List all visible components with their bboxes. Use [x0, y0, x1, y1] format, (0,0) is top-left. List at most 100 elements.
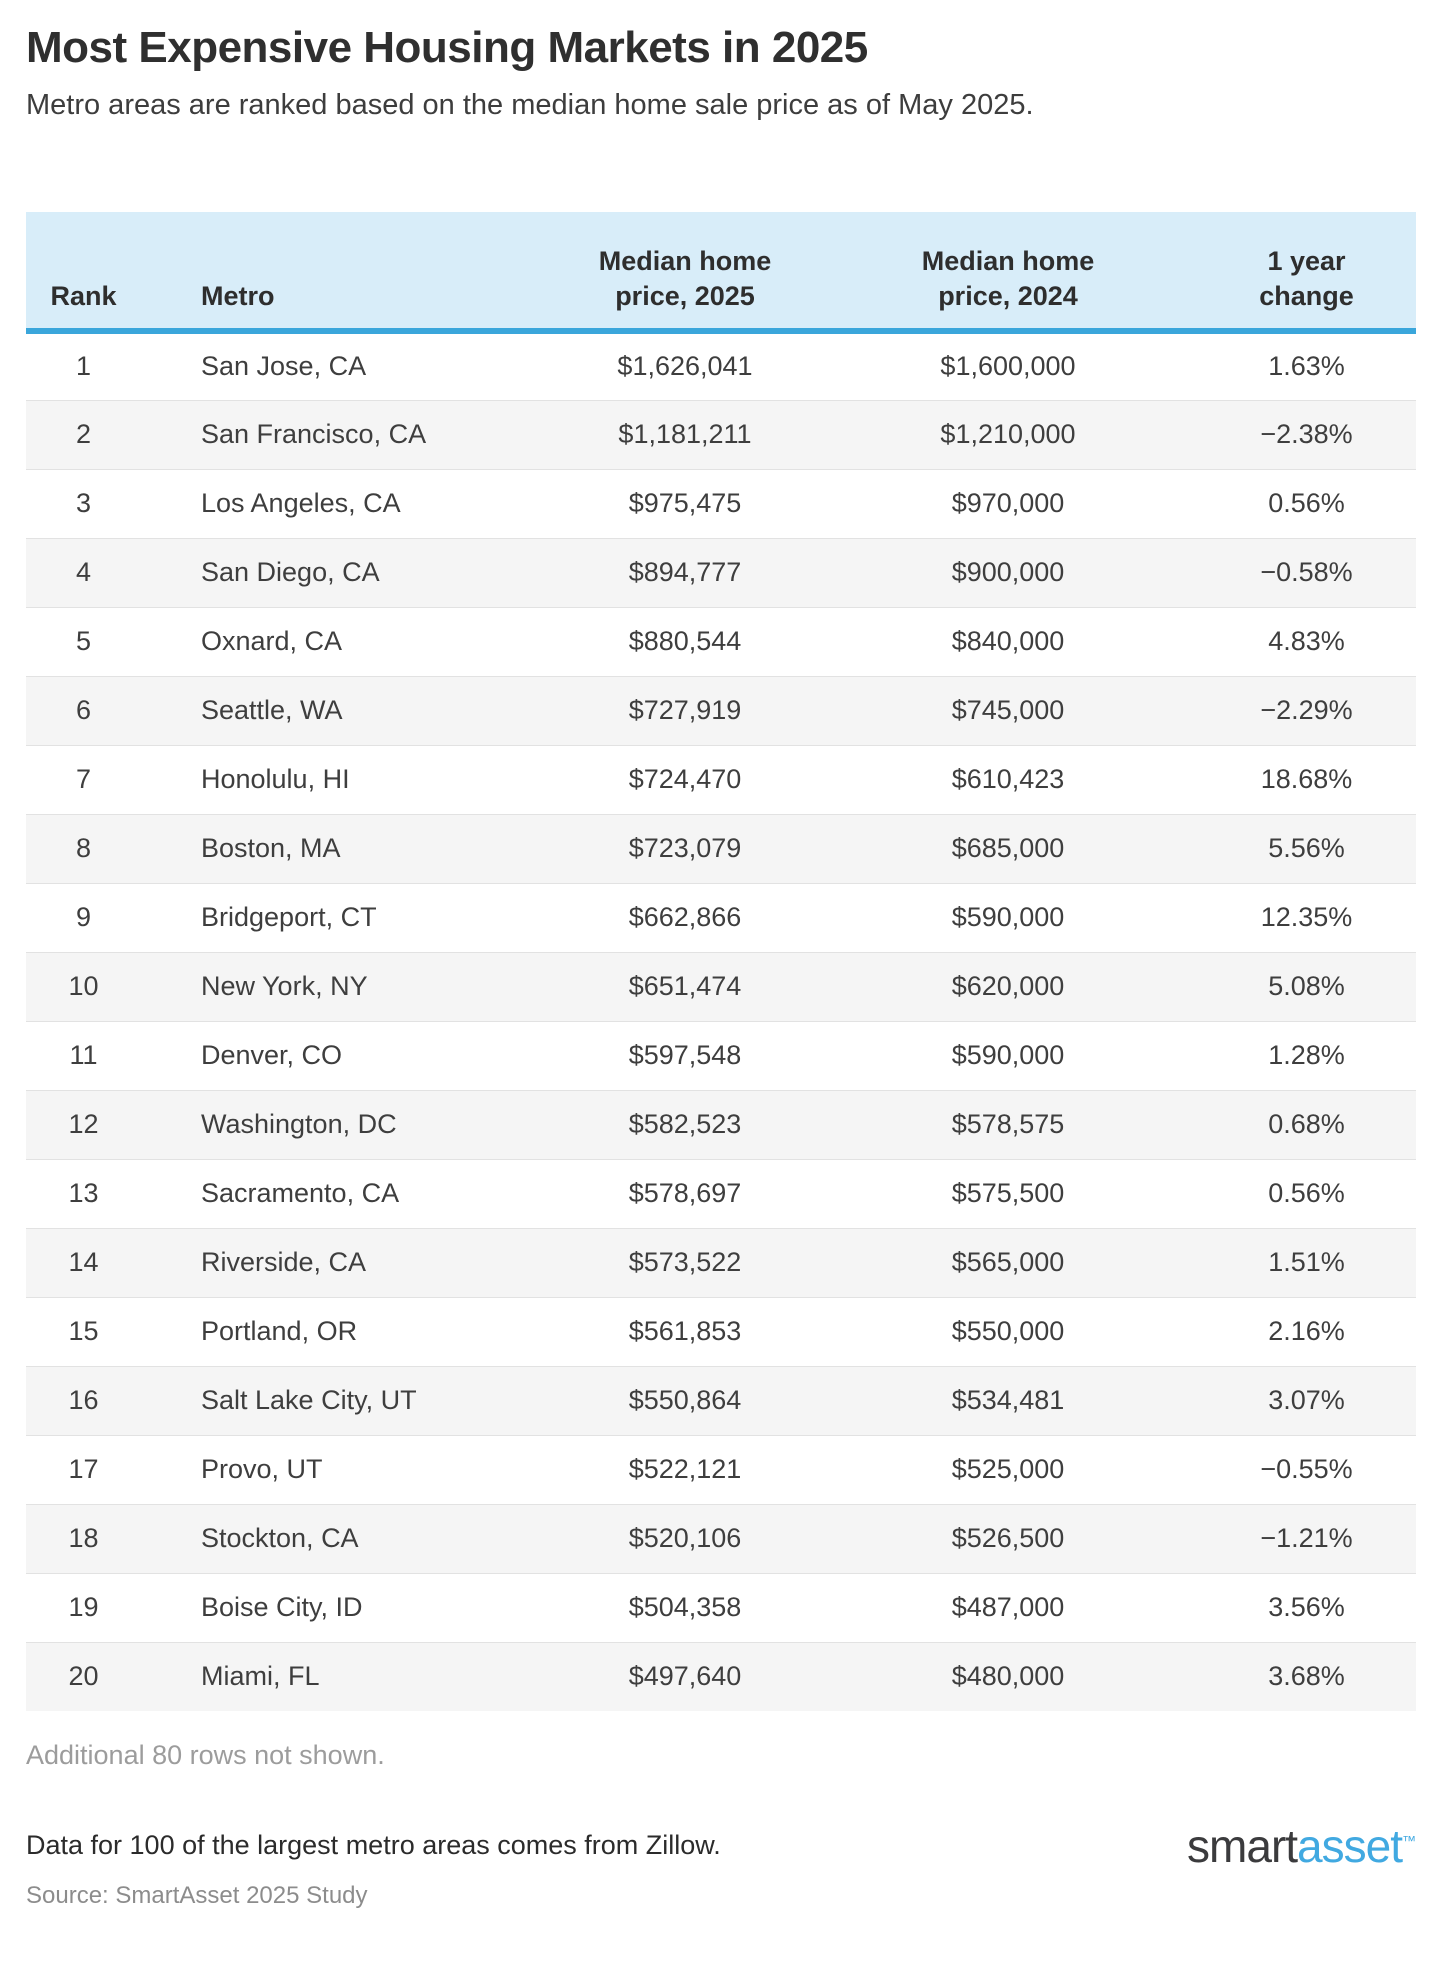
- rank-cell: 14: [26, 1227, 141, 1298]
- table-header-row: Rank Metro Median home price, 2025 Media…: [26, 212, 1416, 335]
- table-row: 10 New York, NY $651,474 $620,000 5.08%: [26, 951, 1416, 1022]
- page-subtitle: Metro areas are ranked based on the medi…: [26, 89, 1034, 122]
- change-cell: 1.63%: [1268, 351, 1345, 382]
- change-cell: 4.83%: [1127, 606, 1416, 677]
- change-cell: −2.38%: [1127, 399, 1416, 470]
- rank-cell: 17: [26, 1434, 141, 1505]
- metro-cell: New York, NY: [141, 951, 481, 1022]
- metro-cell: San Diego, CA: [141, 537, 481, 608]
- rank-cell: 4: [26, 537, 141, 608]
- change-cell: 5.08%: [1127, 951, 1416, 1022]
- price-2024-cell: $970,000: [889, 468, 1127, 539]
- change-cell: 1.28%: [1127, 1020, 1416, 1091]
- rank-cell: 3: [26, 468, 141, 539]
- table-row: 5 Oxnard, CA $880,544 $840,000 4.83%: [26, 606, 1416, 677]
- change-cell: 3.07%: [1127, 1365, 1416, 1436]
- table-body: 1 San Jose, CA $1,626,041 $1,600,000 1.63% 2 S…: [26, 331, 1416, 1712]
- change-cell: −0.55%: [1127, 1434, 1416, 1505]
- price-2024-cell: $578,575: [889, 1089, 1127, 1160]
- column-header-rank: Rank: [26, 212, 141, 335]
- table-row: 17 Provo, UT $522,121 $525,000 −0.55%: [26, 1434, 1416, 1505]
- table-row: 15 Portland, OR $561,853 $550,000 2.16%: [26, 1296, 1416, 1367]
- table-row: 1 San Jose, CA $1,626,041 $1,600,000 1.63%: [26, 331, 1416, 400]
- metro-cell: Bridgeport, CT: [141, 882, 481, 953]
- price-2025-cell: $561,853: [481, 1296, 889, 1367]
- price-2025-cell: $1,626,041: [617, 351, 753, 382]
- change-cell: 0.56%: [1127, 1158, 1416, 1229]
- column-header-1-year-change: 1 year change: [1127, 212, 1416, 335]
- change-cell: 0.56%: [1127, 468, 1416, 539]
- table-row: 7 Honolulu, HI $724,470 $610,423 18.68%: [26, 744, 1416, 815]
- table-row: 2 San Francisco, CA $1,181,211 $1,210,000 −2…: [26, 399, 1416, 470]
- change-cell: 3.56%: [1127, 1572, 1416, 1643]
- data-note: Data for 100 of the largest metro areas …: [26, 1829, 721, 1860]
- source-note: Source: SmartAsset 2025 Study: [26, 1881, 368, 1909]
- change-cell: 0.68%: [1127, 1089, 1416, 1160]
- metro-cell: Boise City, ID: [141, 1572, 481, 1643]
- price-2025-cell: $894,777: [481, 537, 889, 608]
- price-2024-cell: $745,000: [889, 675, 1127, 746]
- table-row: 19 Boise City, ID $504,358 $487,000 3.56%: [26, 1572, 1416, 1643]
- rank-cell: 12: [26, 1089, 141, 1160]
- metro-cell: Boston, MA: [141, 813, 481, 884]
- price-2024-cell: $526,500: [889, 1503, 1127, 1574]
- price-2024-cell: $900,000: [889, 537, 1127, 608]
- price-2025-cell: $520,106: [481, 1503, 889, 1574]
- table-row: 18 Stockton, CA $520,106 $526,500 −1.21%: [26, 1503, 1416, 1574]
- footer-notes: Data for 100 of the largest metro areas …: [26, 1829, 721, 1911]
- housing-markets-table: Rank Metro Median home price, 2025 Media…: [26, 212, 1416, 1712]
- metro-cell: Portland, OR: [141, 1296, 481, 1367]
- rank-cell: 19: [26, 1572, 141, 1643]
- price-2024-cell: $525,000: [889, 1434, 1127, 1505]
- rank-cell: 10: [26, 951, 141, 1022]
- change-cell: 18.68%: [1127, 744, 1416, 815]
- price-2024-cell: $610,423: [889, 744, 1127, 815]
- price-2025-cell: $723,079: [481, 813, 889, 884]
- rank-cell: 15: [26, 1296, 141, 1367]
- change-cell: −2.29%: [1127, 675, 1416, 746]
- column-header-metro: Metro: [141, 212, 481, 335]
- table-row: 9 Bridgeport, CT $662,866 $590,000 12.35%: [26, 882, 1416, 953]
- change-cell: 12.35%: [1127, 882, 1416, 953]
- price-2025-cell: $975,475: [481, 468, 889, 539]
- price-2024-cell: $685,000: [889, 813, 1127, 884]
- price-2024-cell: $575,500: [889, 1158, 1127, 1229]
- change-cell: 1.51%: [1127, 1227, 1416, 1298]
- smartasset-logo: smartasset™: [1187, 1823, 1416, 1869]
- table-row: 20 Miami, FL $497,640 $480,000 3.68%: [26, 1641, 1416, 1712]
- table-row: 14 Riverside, CA $573,522 $565,000 1.51%: [26, 1227, 1416, 1298]
- metro-cell: Miami, FL: [141, 1641, 481, 1712]
- price-2025-cell: $597,548: [481, 1020, 889, 1091]
- table-row: 4 San Diego, CA $894,777 $900,000 −0.58%: [26, 537, 1416, 608]
- change-cell: 5.56%: [1127, 813, 1416, 884]
- logo-trademark: ™: [1402, 1832, 1416, 1849]
- price-2025-cell: $724,470: [481, 744, 889, 815]
- price-2024-cell: $550,000: [889, 1296, 1127, 1367]
- metro-cell: Stockton, CA: [141, 1503, 481, 1574]
- rank-cell: 2: [26, 399, 141, 470]
- price-2024-cell: $1,210,000: [889, 399, 1127, 470]
- price-2025-cell: $651,474: [481, 951, 889, 1022]
- change-cell: 3.68%: [1127, 1641, 1416, 1712]
- rank-cell: 18: [26, 1503, 141, 1574]
- metro-cell: Seattle, WA: [141, 675, 481, 746]
- table-row: 3 Los Angeles, CA $975,475 $970,000 0.56%: [26, 468, 1416, 539]
- price-2024-cell: $480,000: [889, 1641, 1127, 1712]
- metro-cell: Honolulu, HI: [141, 744, 481, 815]
- rank-cell: 7: [26, 744, 141, 815]
- price-2024-cell: $840,000: [889, 606, 1127, 677]
- rank-cell: 9: [26, 882, 141, 953]
- column-header-price-2025: Median home price, 2025: [481, 212, 889, 335]
- price-2025-cell: $550,864: [481, 1365, 889, 1436]
- logo-smart-text: smart: [1187, 1819, 1298, 1872]
- price-2025-cell: $880,544: [481, 606, 889, 677]
- price-2025-cell: $662,866: [481, 882, 889, 953]
- price-2024-cell: $487,000: [889, 1572, 1127, 1643]
- price-2024-cell: $590,000: [889, 882, 1127, 953]
- price-2024-cell: $534,481: [889, 1365, 1127, 1436]
- metro-cell: Denver, CO: [141, 1020, 481, 1091]
- metro-cell: Washington, DC: [141, 1089, 481, 1160]
- rank-cell: 16: [26, 1365, 141, 1436]
- logo-asset-text: asset: [1297, 1819, 1403, 1872]
- metro-cell: Salt Lake City, UT: [141, 1365, 481, 1436]
